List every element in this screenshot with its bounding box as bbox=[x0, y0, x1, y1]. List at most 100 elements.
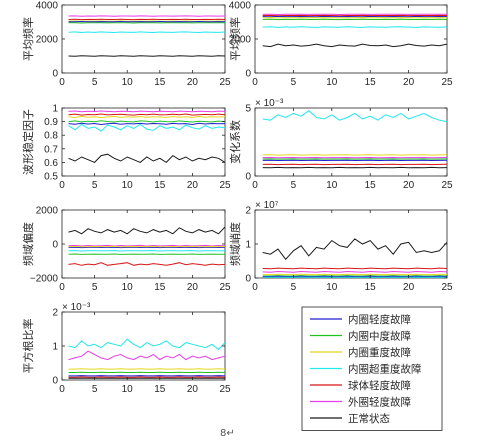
y-tick-label: 2000 bbox=[36, 35, 59, 46]
x-tick-label: 25 bbox=[219, 180, 231, 191]
y-tick-label: 0 bbox=[245, 274, 251, 285]
subplot-2: 0 5 10 15 20 25 0 2000 4000 平均频率 bbox=[228, 1, 453, 89]
y-tick-label: 4000 bbox=[229, 1, 252, 12]
x-tick-label: 25 bbox=[219, 77, 231, 88]
x-tick-label: 15 bbox=[154, 384, 166, 395]
x-tick-label: 10 bbox=[122, 77, 134, 88]
x-tick-label: 0 bbox=[252, 180, 258, 191]
x-tick-label: 5 bbox=[291, 77, 297, 88]
x-tick-label: 0 bbox=[59, 180, 65, 191]
x-tick-label: 15 bbox=[154, 282, 166, 293]
y-tick-label: 0.8 bbox=[44, 131, 58, 142]
y-tick-label: 2 bbox=[245, 206, 251, 217]
y-tick-label: 0 bbox=[52, 240, 58, 251]
series-line-7 bbox=[68, 55, 226, 57]
x-tick-label: 0 bbox=[252, 282, 258, 293]
x-tick-label: 5 bbox=[92, 77, 98, 88]
y-axis-label: 波形稳定因子 bbox=[21, 109, 35, 175]
y-tick-label: 0.6 bbox=[44, 158, 58, 169]
page-footer-mark: 8↵ bbox=[220, 428, 235, 439]
legend-label-7: 正常状态 bbox=[348, 412, 390, 425]
y-tick-label: 2000 bbox=[36, 206, 59, 217]
series-line-6 bbox=[68, 123, 226, 132]
y-tick-label: 2 bbox=[52, 308, 58, 319]
x-tick-label: 5 bbox=[92, 282, 98, 293]
x-tick-label: 5 bbox=[92, 180, 98, 191]
series-line-7 bbox=[262, 43, 448, 48]
y-tick-label: 0 bbox=[52, 69, 58, 80]
y-tick-label: 1 bbox=[52, 342, 58, 353]
x-tick-label: 20 bbox=[403, 282, 415, 293]
plot-area bbox=[254, 209, 448, 279]
x-tick-label: 5 bbox=[291, 180, 297, 191]
x-tick-label: 10 bbox=[122, 384, 134, 395]
series-line-6 bbox=[68, 31, 226, 34]
series-line-2 bbox=[262, 267, 448, 270]
subplot-6: 0 5 10 15 20 25 0 1 2 × 10⁷ 频域峭度 bbox=[228, 200, 453, 293]
series-line-4 bbox=[68, 120, 226, 123]
y-tick-label: 1 bbox=[52, 104, 58, 115]
x-tick-label: 15 bbox=[365, 180, 377, 191]
y-axis-label: 平均频率 bbox=[228, 17, 242, 61]
legend: 内圈轻度故障内圈中度故障内圈重度故障内圈超重度故障球体轻度故障外圈轻度故障正常状… bbox=[301, 306, 443, 431]
x-tick-label: 10 bbox=[122, 282, 134, 293]
y-tick-label: 4000 bbox=[36, 1, 59, 12]
y-tick-label: −2000 bbox=[30, 274, 59, 285]
y-axis-label: 频域偏度 bbox=[21, 222, 35, 266]
y-tick-label: 0.5 bbox=[44, 172, 58, 183]
y-tick-label: 0.9 bbox=[44, 117, 58, 128]
series-line-1 bbox=[262, 238, 448, 261]
x-tick-label: 15 bbox=[154, 77, 166, 88]
x-tick-label: 15 bbox=[365, 282, 377, 293]
x-tick-label: 0 bbox=[59, 77, 65, 88]
x-tick-label: 20 bbox=[187, 384, 199, 395]
legend-label-4: 内圈超重度故障 bbox=[348, 363, 422, 376]
x-tick-label: 25 bbox=[441, 180, 453, 191]
series-line-2 bbox=[68, 113, 226, 116]
legend-label-1: 内圈轻度故障 bbox=[348, 313, 411, 326]
x-tick-label: 15 bbox=[365, 77, 377, 88]
y-axis-label: 变化系数 bbox=[228, 120, 242, 164]
legend-label-3: 内圈重度故障 bbox=[348, 346, 411, 359]
y-tick-label: 2000 bbox=[229, 35, 252, 46]
x-tick-label: 0 bbox=[59, 384, 65, 395]
y-exponent-label: × 10⁻³ bbox=[62, 302, 91, 313]
x-tick-label: 25 bbox=[219, 282, 231, 293]
y-axis-label: 平均频率 bbox=[21, 17, 35, 61]
plot-area bbox=[61, 209, 226, 279]
plot-area bbox=[254, 107, 448, 177]
x-tick-label: 10 bbox=[122, 180, 134, 191]
subplot-4: 0 5 10 15 20 25 0 5 × 10⁻³ 变化系数 bbox=[228, 98, 453, 191]
series-line-2 bbox=[68, 350, 226, 361]
series-line-3 bbox=[262, 270, 448, 273]
x-tick-label: 25 bbox=[441, 282, 453, 293]
x-tick-label: 5 bbox=[92, 384, 98, 395]
y-axis-label: 平方根比率 bbox=[21, 319, 35, 374]
y-tick-label: 1 bbox=[245, 240, 251, 251]
y-tick-label: 0 bbox=[52, 376, 58, 387]
x-tick-label: 20 bbox=[187, 282, 199, 293]
subplot-3: 0 5 10 15 20 25 0.5 0.6 0.7 0.8 0.9 1 波形稳定因子 bbox=[21, 104, 231, 192]
x-tick-label: 20 bbox=[403, 180, 415, 191]
series-line-1 bbox=[68, 110, 226, 113]
series-line-3 bbox=[68, 115, 226, 119]
x-tick-label: 15 bbox=[154, 180, 166, 191]
series-line-6 bbox=[262, 26, 448, 28]
y-tick-label: 0 bbox=[245, 172, 251, 183]
x-tick-label: 10 bbox=[326, 282, 338, 293]
series-line-7 bbox=[68, 153, 226, 164]
legend-label-6: 外圈轻度故障 bbox=[348, 396, 411, 409]
x-tick-label: 10 bbox=[326, 77, 338, 88]
x-tick-label: 5 bbox=[291, 282, 297, 293]
x-tick-label: 20 bbox=[187, 180, 199, 191]
y-tick-label: 5 bbox=[245, 104, 251, 115]
y-exponent-label: × 10⁷ bbox=[255, 200, 279, 211]
subplot-7: 0 5 10 15 20 25 0 1 2 × 10⁻³ 平方根比率 bbox=[21, 302, 231, 395]
y-tick-label: 0 bbox=[245, 69, 251, 80]
x-tick-label: 25 bbox=[441, 77, 453, 88]
y-exponent-label: × 10⁻³ bbox=[255, 98, 284, 109]
x-tick-label: 0 bbox=[59, 282, 65, 293]
